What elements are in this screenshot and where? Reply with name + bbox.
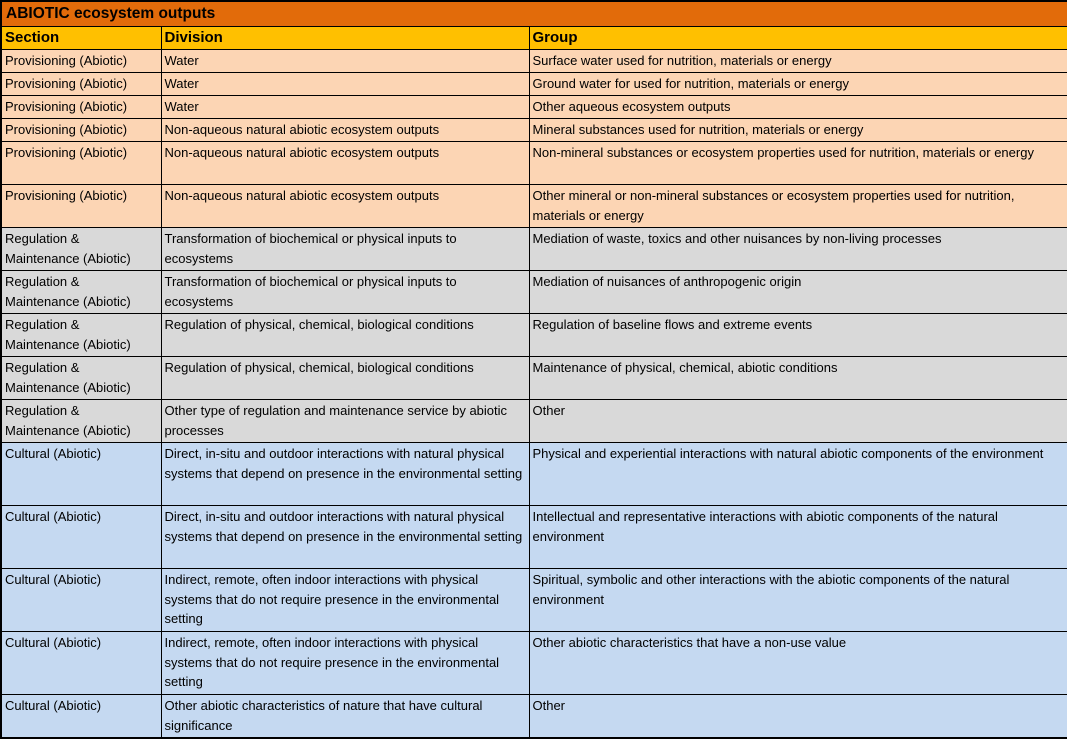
cell-group: Mediation of waste, toxics and other nui… <box>528 227 1067 271</box>
cell-division: Water <box>160 72 530 96</box>
cell-section: Cultural (Abiotic) <box>0 631 162 695</box>
table-body: Provisioning (Abiotic) Water Surface water… <box>0 49 1067 739</box>
table-row: Regulation & Maintenance (Abiotic) Regula… <box>0 356 1067 400</box>
cell-group: Physical and experiential interactions w… <box>528 442 1067 506</box>
cell-section: Regulation & Maintenance (Abiotic) <box>0 313 162 357</box>
cell-division: Non-aqueous natural abiotic ecosystem ou… <box>160 184 530 228</box>
table-row: Cultural (Abiotic) Other abiotic characte… <box>0 694 1067 739</box>
cell-section: Regulation & Maintenance (Abiotic) <box>0 399 162 443</box>
cell-section: Regulation & Maintenance (Abiotic) <box>0 356 162 400</box>
cell-group: Other mineral or non-mineral substances … <box>528 184 1067 228</box>
cell-group: Surface water used for nutrition, materi… <box>528 49 1067 73</box>
cell-section: Provisioning (Abiotic) <box>0 95 162 119</box>
cell-group: Other <box>528 694 1067 739</box>
cell-section: Cultural (Abiotic) <box>0 442 162 506</box>
cell-group: Regulation of baseline flows and extreme… <box>528 313 1067 357</box>
table-row: Regulation & Maintenance (Abiotic) Transf… <box>0 270 1067 314</box>
column-header-division: Division <box>160 26 530 50</box>
cell-division: Indirect, remote, often indoor interacti… <box>160 568 530 632</box>
cell-section: Provisioning (Abiotic) <box>0 72 162 96</box>
cell-group: Intellectual and representative interact… <box>528 505 1067 569</box>
table-row: Regulation & Maintenance (Abiotic) Other … <box>0 399 1067 443</box>
cell-section: Provisioning (Abiotic) <box>0 141 162 185</box>
cell-section: Cultural (Abiotic) <box>0 694 162 739</box>
cell-group: Other abiotic characteristics that have … <box>528 631 1067 695</box>
table-row: Cultural (Abiotic) Direct, in-situ and ou… <box>0 442 1067 506</box>
cell-division: Direct, in-situ and outdoor interactions… <box>160 505 530 569</box>
cell-section: Provisioning (Abiotic) <box>0 118 162 142</box>
table-row: Provisioning (Abiotic) Water Other aqueous… <box>0 95 1067 119</box>
column-header-section: Section <box>0 26 162 50</box>
table-row: Provisioning (Abiotic) Water Surface water… <box>0 49 1067 73</box>
cell-division: Other abiotic characteristics of nature … <box>160 694 530 739</box>
cell-division: Regulation of physical, chemical, biolog… <box>160 313 530 357</box>
table-row: Cultural (Abiotic) Indirect, remote, ofte… <box>0 631 1067 695</box>
cell-section: Regulation & Maintenance (Abiotic) <box>0 227 162 271</box>
table-row: Provisioning (Abiotic) Non-aqueous natura… <box>0 141 1067 185</box>
cell-division: Transformation of biochemical or physica… <box>160 270 530 314</box>
cell-division: Indirect, remote, often indoor interacti… <box>160 631 530 695</box>
cell-group: Maintenance of physical, chemical, abiot… <box>528 356 1067 400</box>
cell-section: Regulation & Maintenance (Abiotic) <box>0 270 162 314</box>
cell-division: Direct, in-situ and outdoor interactions… <box>160 442 530 506</box>
cell-division: Water <box>160 49 530 73</box>
cell-group: Other <box>528 399 1067 443</box>
cell-section: Provisioning (Abiotic) <box>0 184 162 228</box>
table-row: Provisioning (Abiotic) Non-aqueous natura… <box>0 184 1067 228</box>
cell-division: Non-aqueous natural abiotic ecosystem ou… <box>160 118 530 142</box>
column-header-row: Section Division Group <box>0 26 1067 50</box>
table-row: Cultural (Abiotic) Indirect, remote, ofte… <box>0 568 1067 632</box>
table-row: Regulation & Maintenance (Abiotic) Regula… <box>0 313 1067 357</box>
cell-division: Water <box>160 95 530 119</box>
cell-group: Spiritual, symbolic and other interactio… <box>528 568 1067 632</box>
cell-division: Regulation of physical, chemical, biolog… <box>160 356 530 400</box>
cell-section: Cultural (Abiotic) <box>0 568 162 632</box>
column-header-group: Group <box>528 26 1067 50</box>
cell-group: Ground water for used for nutrition, mat… <box>528 72 1067 96</box>
cell-group: Non-mineral substances or ecosystem prop… <box>528 141 1067 185</box>
cell-section: Provisioning (Abiotic) <box>0 49 162 73</box>
table-title: ABIOTIC ecosystem outputs <box>0 0 1067 27</box>
cell-group: Mediation of nuisances of anthropogenic … <box>528 270 1067 314</box>
cell-section: Cultural (Abiotic) <box>0 505 162 569</box>
table-title-row: ABIOTIC ecosystem outputs <box>0 0 1067 27</box>
table-row: Cultural (Abiotic) Direct, in-situ and ou… <box>0 505 1067 569</box>
cell-group: Mineral substances used for nutrition, m… <box>528 118 1067 142</box>
cell-group: Other aqueous ecosystem outputs <box>528 95 1067 119</box>
table-row: Regulation & Maintenance (Abiotic) Transf… <box>0 227 1067 271</box>
cell-division: Non-aqueous natural abiotic ecosystem ou… <box>160 141 530 185</box>
cell-division: Transformation of biochemical or physica… <box>160 227 530 271</box>
table-row: Provisioning (Abiotic) Non-aqueous natura… <box>0 118 1067 142</box>
cell-division: Other type of regulation and maintenance… <box>160 399 530 443</box>
table-row: Provisioning (Abiotic) Water Ground water … <box>0 72 1067 96</box>
